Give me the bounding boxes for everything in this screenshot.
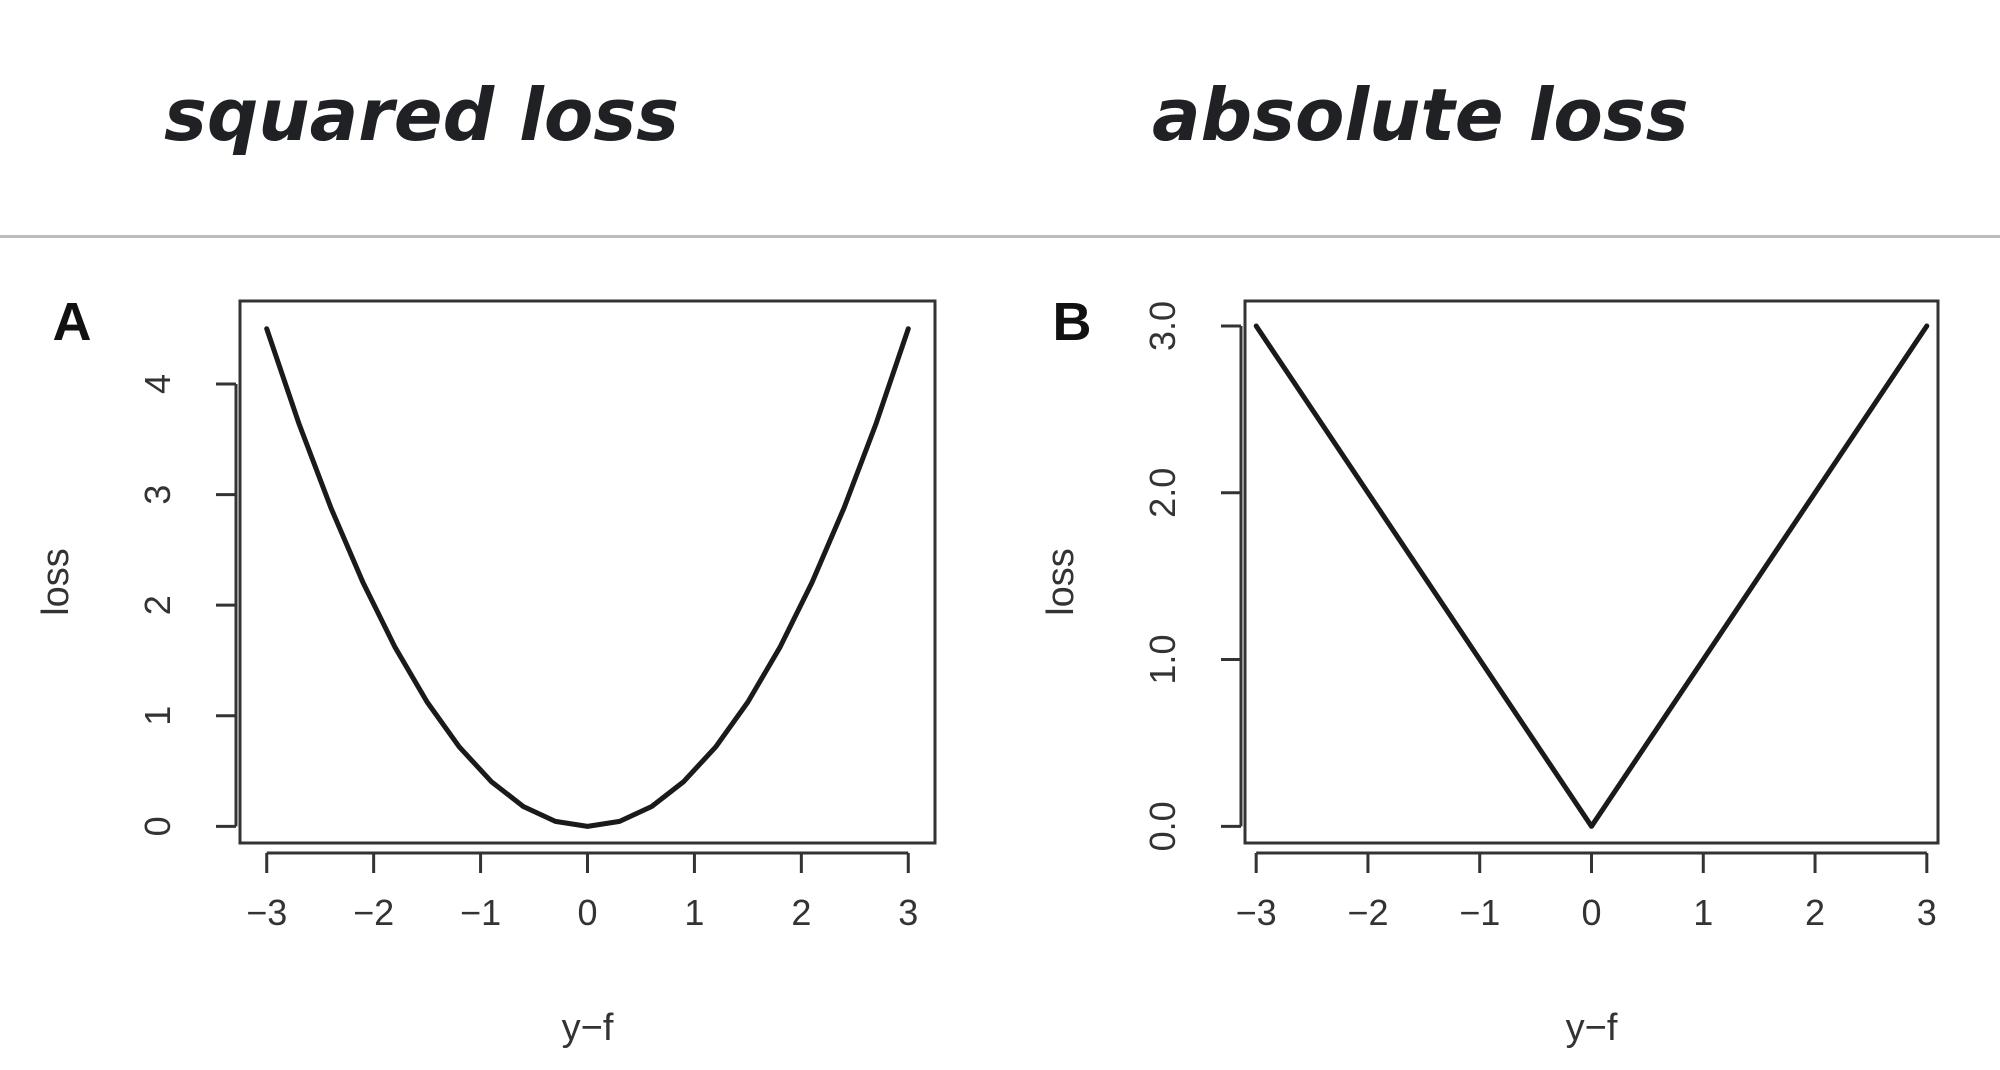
y-tick-label: 1 — [137, 706, 178, 726]
x-axis-label: y−f — [1566, 1007, 1618, 1049]
x-tick-label: 1 — [1693, 892, 1713, 933]
y-tick-label: 2 — [137, 595, 178, 615]
y-tick-label: 2.0 — [1142, 468, 1183, 518]
y-tick-label: 0 — [137, 816, 178, 836]
heading-divider — [0, 235, 2000, 238]
absolute-loss-heading: absolute loss — [1152, 73, 1689, 157]
x-tick-label: −3 — [246, 892, 287, 933]
x-tick-label: −2 — [353, 892, 394, 933]
loss-curve — [1253, 323, 1930, 829]
x-tick-label: 1 — [684, 892, 704, 933]
y-tick-label: 0.0 — [1142, 801, 1183, 851]
x-tick-label: 3 — [898, 892, 918, 933]
x-tick-label: 3 — [1917, 892, 1937, 933]
x-tick-label: 2 — [791, 892, 811, 933]
x-tick-label: 0 — [1581, 892, 1601, 933]
chart-panel-a: A −3 −2 −1 0 1 2 3 0 1 2 3 4 y−f loss — [35, 292, 937, 1049]
x-tick-label: −1 — [1459, 892, 1500, 933]
x-tick-label: −1 — [460, 892, 501, 933]
plot-frame — [1243, 299, 1940, 845]
panel-label: A — [53, 292, 92, 352]
chart-panel-b: B −3 −2 −1 0 1 2 3 0.0 1.0 2.0 3.0 y−f loss — [1040, 292, 1940, 1049]
loss-curve — [264, 326, 911, 829]
x-tick-label: 2 — [1805, 892, 1825, 933]
y-tick-label: 1.0 — [1142, 635, 1183, 685]
x-tick-label: −2 — [1347, 892, 1388, 933]
x-tick-label: 0 — [577, 892, 597, 933]
squared-loss-heading: squared loss — [164, 73, 680, 157]
y-tick-label: 3 — [137, 485, 178, 505]
y-axis-label: loss — [35, 548, 77, 616]
panel-label: B — [1053, 292, 1092, 352]
x-tick-label: −3 — [1236, 892, 1277, 933]
plot-frame — [238, 299, 937, 845]
y-axis-label: loss — [1040, 548, 1082, 616]
y-tick-label: 3.0 — [1142, 301, 1183, 351]
y-tick-label: 4 — [137, 374, 178, 394]
x-axis-label: y−f — [562, 1007, 614, 1049]
